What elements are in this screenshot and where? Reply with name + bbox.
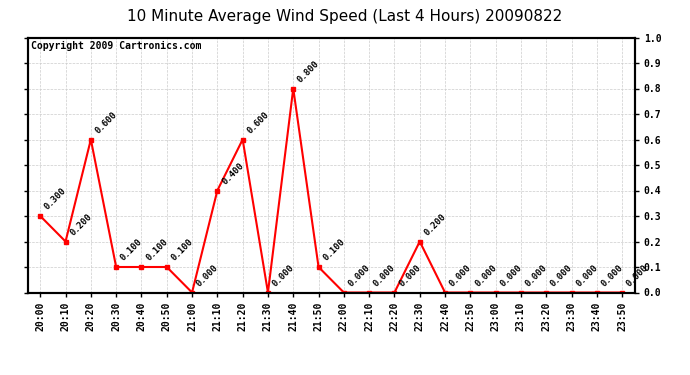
Text: 0.000: 0.000 xyxy=(625,263,650,288)
Text: 0.100: 0.100 xyxy=(119,237,144,263)
Text: 0.000: 0.000 xyxy=(270,263,296,288)
Text: 0.000: 0.000 xyxy=(397,263,422,288)
Text: 0.800: 0.800 xyxy=(296,59,322,84)
Text: 0.000: 0.000 xyxy=(549,263,574,288)
Text: Copyright 2009 Cartronics.com: Copyright 2009 Cartronics.com xyxy=(30,41,201,51)
Text: 0.000: 0.000 xyxy=(574,263,600,288)
Text: 0.000: 0.000 xyxy=(346,263,372,288)
Text: 0.600: 0.600 xyxy=(246,110,270,135)
Text: 0.000: 0.000 xyxy=(524,263,549,288)
Text: 0.000: 0.000 xyxy=(448,263,473,288)
Text: 0.300: 0.300 xyxy=(43,186,68,212)
Text: 0.100: 0.100 xyxy=(170,237,195,263)
Text: 10 Minute Average Wind Speed (Last 4 Hours) 20090822: 10 Minute Average Wind Speed (Last 4 Hou… xyxy=(128,9,562,24)
Text: 0.000: 0.000 xyxy=(372,263,397,288)
Text: 0.200: 0.200 xyxy=(68,212,94,237)
Text: 0.000: 0.000 xyxy=(473,263,498,288)
Text: 0.100: 0.100 xyxy=(144,237,170,263)
Text: 0.000: 0.000 xyxy=(600,263,625,288)
Text: 0.100: 0.100 xyxy=(322,237,346,263)
Text: 0.000: 0.000 xyxy=(498,263,524,288)
Text: 0.400: 0.400 xyxy=(220,161,246,186)
Text: 0.600: 0.600 xyxy=(94,110,119,135)
Text: 0.200: 0.200 xyxy=(422,212,448,237)
Text: 0.000: 0.000 xyxy=(195,263,220,288)
